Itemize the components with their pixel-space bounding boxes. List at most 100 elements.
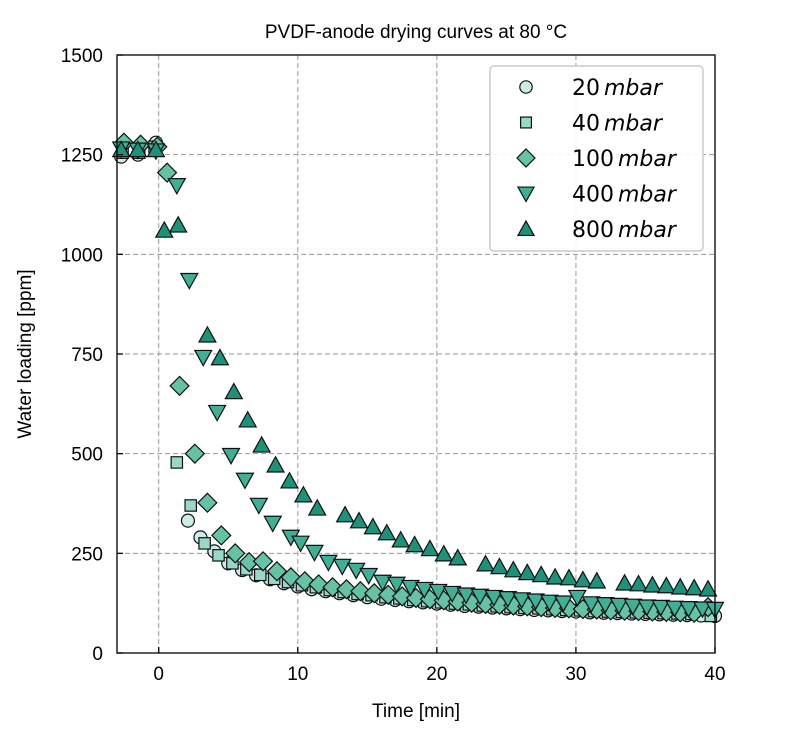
legend-unit: mbar: [604, 76, 664, 101]
data-point: [489, 557, 509, 575]
x-tick-label: 20: [426, 664, 447, 685]
data-point: [540, 594, 559, 612]
data-point: [448, 548, 468, 566]
data-point: [154, 220, 174, 238]
data-point: [545, 567, 565, 585]
data-point: [391, 530, 411, 548]
data-point: [526, 593, 546, 611]
data-point: [629, 574, 648, 592]
data-point: [266, 455, 286, 473]
data-point: [266, 560, 288, 582]
data-point: [168, 215, 188, 233]
legend-label: 100 mbar: [572, 147, 678, 172]
data-point: [146, 140, 166, 158]
data-point: [434, 544, 454, 562]
legend-unit: mbar: [618, 183, 678, 208]
data-point: [420, 539, 440, 557]
data-point: [279, 471, 299, 489]
legend-value: 800: [572, 218, 614, 243]
legend-item: 20 mbar: [519, 76, 664, 101]
data-point: [307, 498, 327, 516]
legend-value: 40: [572, 112, 600, 137]
data-point: [456, 587, 476, 605]
data-point: [184, 499, 197, 512]
legend-item: 400 mbar: [516, 183, 678, 208]
x-tick-label: 10: [287, 664, 308, 685]
data-point: [512, 592, 532, 610]
data-point: [698, 579, 718, 597]
data-point: [609, 597, 629, 615]
data-point: [679, 600, 699, 619]
data-point: [363, 517, 383, 535]
data-point: [291, 535, 311, 553]
data-point: [428, 583, 448, 601]
legend-label: 20 mbar: [572, 76, 664, 101]
x-tick-label: 0: [153, 664, 164, 685]
data-point: [377, 523, 397, 541]
data-point: [573, 570, 593, 588]
data-point: [249, 497, 269, 515]
y-tick-label: 1250: [61, 146, 103, 167]
data-point: [170, 456, 184, 469]
series-400-mbar: [111, 141, 725, 619]
data-point: [253, 568, 267, 582]
data-point: [294, 570, 316, 592]
data-point: [581, 596, 601, 614]
data-point: [470, 588, 490, 606]
data-point: [503, 560, 523, 578]
data-point: [167, 178, 187, 196]
y-tick-label: 1000: [61, 245, 103, 266]
data-point: [293, 485, 313, 503]
data-point: [359, 567, 379, 585]
legend-unit: mbar: [618, 147, 678, 172]
data-point: [373, 574, 393, 592]
y-axis-label: Water loading [ppm]: [15, 269, 36, 438]
data-point: [322, 576, 343, 598]
data-point: [693, 601, 712, 619]
x-axis-label: Time [min]: [372, 701, 460, 722]
data-point: [210, 348, 230, 366]
x-tick-label: 30: [565, 664, 586, 685]
legend-value: 100: [572, 147, 614, 172]
data-point: [377, 584, 399, 606]
data-point: [184, 443, 206, 464]
data-point: [207, 404, 227, 422]
y-tick-label: 500: [71, 445, 103, 466]
data-point: [684, 578, 704, 596]
data-point: [221, 447, 241, 465]
data-point: [400, 579, 420, 597]
data-point: [169, 375, 190, 397]
chart-title: PVDF-anode drying curves at 80 °C: [265, 22, 567, 43]
data-point: [651, 599, 671, 617]
legend-unit: mbar: [604, 112, 664, 137]
legend-label: 400 mbar: [572, 183, 678, 208]
legend-marker-triangle-down-icon: [516, 186, 536, 203]
data-point: [517, 563, 537, 581]
legend-item: 40 mbar: [519, 112, 664, 137]
x-tick-label: 40: [704, 664, 725, 685]
data-point: [615, 573, 635, 591]
data-point: [198, 537, 211, 550]
data-point: [665, 600, 685, 618]
data-point: [179, 272, 199, 290]
legend-marker-square-icon: [519, 116, 533, 129]
legend-box: [489, 65, 704, 252]
y-tick-label: 750: [71, 345, 103, 366]
data-point: [128, 140, 148, 158]
data-point: [335, 505, 355, 523]
data-point: [559, 568, 579, 586]
data-point: [405, 535, 425, 553]
data-point: [180, 513, 196, 528]
data-point: [318, 554, 338, 572]
data-point: [595, 597, 615, 615]
data-point: [224, 543, 246, 564]
data-point: [193, 349, 213, 367]
legend-label: 800 mbar: [572, 218, 678, 243]
data-point: [364, 582, 385, 604]
data-point: [263, 515, 283, 533]
data-point: [567, 589, 587, 607]
data-point: [197, 492, 218, 513]
